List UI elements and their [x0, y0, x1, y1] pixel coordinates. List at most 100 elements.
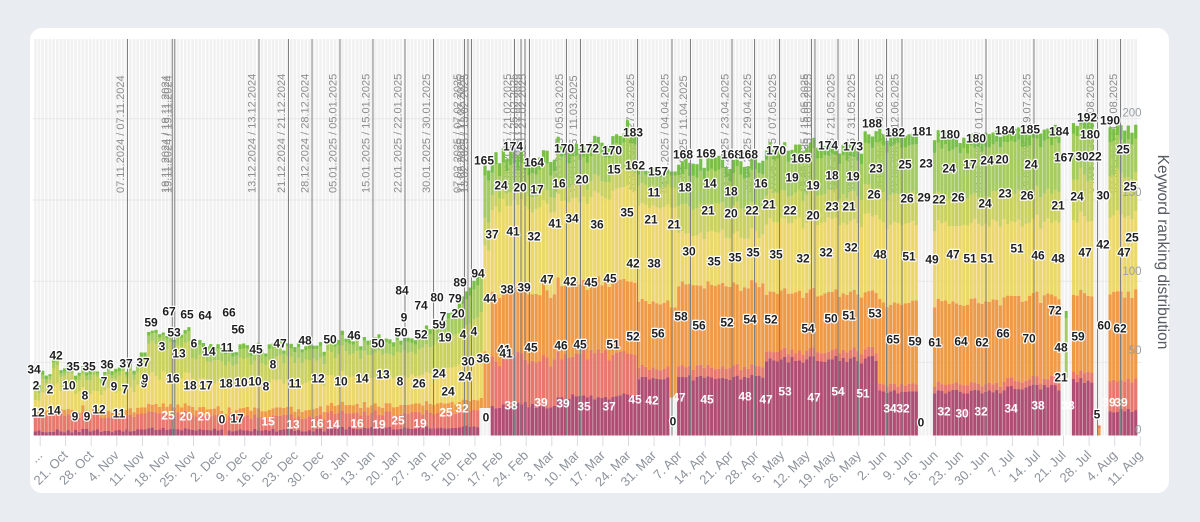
svg-text:51: 51: [606, 338, 620, 352]
svg-text:61: 61: [928, 336, 942, 350]
svg-text:41: 41: [548, 217, 562, 231]
svg-text:35: 35: [769, 248, 783, 262]
svg-text:48: 48: [1054, 341, 1068, 355]
svg-text:30: 30: [955, 407, 969, 421]
svg-text:41: 41: [499, 347, 513, 361]
svg-text:19: 19: [846, 170, 860, 184]
svg-text:19: 19: [785, 171, 799, 185]
svg-text:37: 37: [136, 356, 150, 370]
svg-text:9: 9: [142, 372, 149, 386]
svg-text:15: 15: [607, 163, 621, 177]
svg-text:59: 59: [1071, 330, 1085, 344]
svg-text:21: 21: [762, 198, 776, 212]
svg-text:10: 10: [334, 375, 348, 389]
svg-text:32: 32: [937, 405, 951, 419]
svg-text:190: 190: [1100, 114, 1120, 128]
svg-text:04.04.2025 / 04.04.2025: 04.04.2025 / 04.04.2025: [660, 74, 672, 193]
svg-text:41: 41: [506, 225, 520, 239]
svg-text:200: 200: [1122, 108, 1141, 120]
svg-text:94: 94: [471, 267, 485, 281]
svg-text:22: 22: [745, 204, 759, 218]
svg-text:45: 45: [584, 276, 598, 290]
svg-text:25: 25: [898, 158, 912, 172]
svg-text:20: 20: [575, 173, 589, 187]
svg-text:32: 32: [527, 230, 541, 244]
svg-text:30.01.2025 / 30.01.2025: 30.01.2025 / 30.01.2025: [421, 74, 433, 193]
svg-text:14: 14: [703, 177, 717, 191]
svg-text:45: 45: [700, 393, 714, 407]
svg-text:Keyword ranking distribution: Keyword ranking distribution: [1154, 155, 1171, 350]
svg-text:24: 24: [458, 370, 472, 384]
svg-text:165: 165: [791, 152, 811, 166]
svg-text:32: 32: [896, 402, 910, 416]
svg-text:20: 20: [179, 410, 193, 424]
svg-text:21: 21: [701, 204, 715, 218]
svg-text:35: 35: [707, 255, 721, 269]
svg-text:5: 5: [1094, 408, 1101, 422]
svg-text:32: 32: [455, 402, 469, 416]
svg-text:170: 170: [766, 144, 786, 158]
svg-text:62: 62: [1113, 322, 1127, 336]
svg-text:22: 22: [1088, 150, 1102, 164]
svg-text:48: 48: [738, 390, 752, 404]
svg-text:14: 14: [202, 345, 216, 359]
svg-text:45: 45: [603, 272, 617, 286]
svg-text:36: 36: [100, 358, 114, 372]
svg-text:39: 39: [1114, 396, 1128, 410]
svg-text:13: 13: [286, 418, 300, 432]
svg-text:11: 11: [289, 377, 302, 391]
svg-text:47: 47: [273, 337, 287, 351]
svg-text:52: 52: [720, 316, 734, 330]
svg-text:17: 17: [530, 183, 544, 197]
svg-text:16: 16: [552, 177, 566, 191]
svg-text:66: 66: [222, 306, 236, 320]
svg-text:11: 11: [221, 341, 234, 355]
svg-text:15.01.2025 / 15.01.2025: 15.01.2025 / 15.01.2025: [361, 74, 373, 193]
svg-text:52: 52: [626, 330, 640, 344]
svg-text:17: 17: [230, 412, 244, 426]
svg-text:66: 66: [996, 327, 1010, 341]
svg-text:20: 20: [451, 307, 465, 321]
svg-text:174: 174: [818, 139, 838, 153]
svg-text:47: 47: [946, 248, 960, 262]
svg-text:24: 24: [1024, 158, 1038, 172]
svg-text:162: 162: [625, 159, 645, 173]
svg-text:47: 47: [672, 391, 686, 405]
svg-text:165: 165: [474, 154, 494, 168]
svg-text:8: 8: [82, 389, 89, 403]
svg-text:2: 2: [47, 383, 54, 397]
svg-text:22.01.2025 / 22.01.2025: 22.01.2025 / 22.01.2025: [393, 74, 405, 193]
svg-text:38: 38: [504, 399, 518, 413]
svg-text:21: 21: [1054, 371, 1068, 385]
svg-text:39: 39: [556, 397, 570, 411]
svg-text:28.12.2024 / 28.12.2024: 28.12.2024 / 28.12.2024: [300, 74, 312, 193]
svg-text:21: 21: [1051, 199, 1065, 213]
svg-text:53: 53: [868, 307, 882, 321]
svg-text:45: 45: [573, 338, 587, 352]
svg-text:180: 180: [966, 132, 986, 146]
svg-text:184: 184: [1049, 125, 1069, 139]
svg-text:18: 18: [678, 181, 692, 195]
svg-text:25: 25: [1123, 180, 1137, 194]
svg-text:17: 17: [199, 379, 213, 393]
svg-text:50: 50: [394, 326, 408, 340]
svg-text:22: 22: [783, 204, 797, 218]
svg-text:80: 80: [430, 291, 444, 305]
svg-text:37: 37: [485, 228, 499, 242]
svg-text:25: 25: [1116, 143, 1130, 157]
svg-text:32: 32: [819, 246, 833, 260]
svg-text:38: 38: [1031, 399, 1045, 413]
svg-text:52: 52: [414, 328, 428, 342]
svg-text:10: 10: [248, 375, 262, 389]
svg-text:2: 2: [33, 379, 40, 393]
svg-text:12: 12: [311, 372, 325, 386]
svg-text:35: 35: [746, 246, 760, 260]
svg-text:54: 54: [801, 322, 815, 336]
svg-text:0: 0: [219, 413, 226, 427]
svg-text:35: 35: [82, 360, 96, 374]
svg-text:46: 46: [347, 329, 361, 343]
svg-text:173: 173: [843, 140, 863, 154]
svg-text:25: 25: [1125, 231, 1139, 245]
svg-text:47: 47: [1078, 246, 1092, 260]
svg-text:150: 150: [1122, 187, 1141, 199]
